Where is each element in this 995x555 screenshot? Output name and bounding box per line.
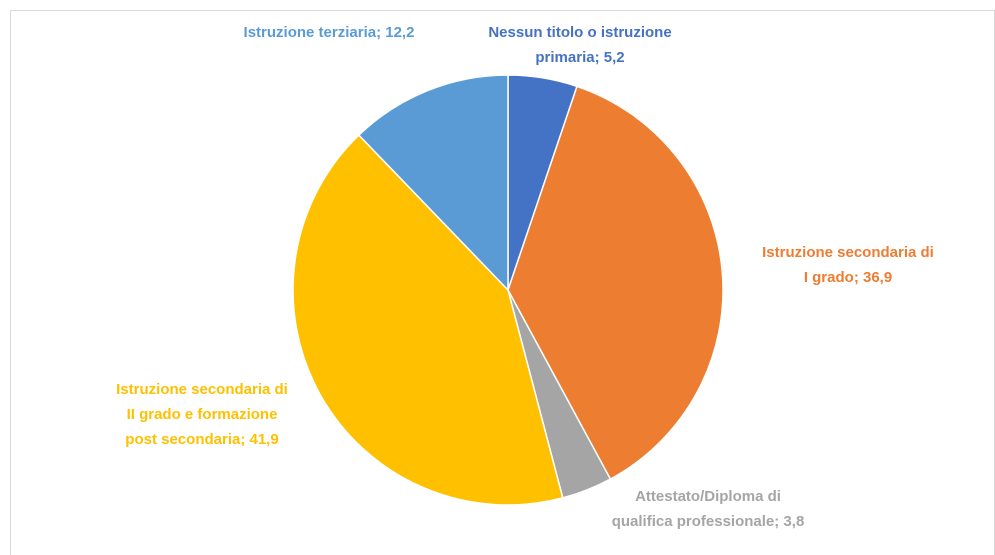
pie-slice [357, 74, 509, 292]
pie-slice [292, 134, 564, 506]
data-label: Nessun titolo o istruzione primaria; 5,2 [488, 24, 672, 66]
pie-slice [507, 85, 724, 481]
data-label: Attestato/Diploma di qualifica professio… [611, 488, 805, 530]
data-label: Istruzione secondaria di II grado e form… [116, 381, 288, 448]
data-label: Istruzione terziaria; 12,2 [243, 24, 415, 41]
data-label: Istruzione secondaria di I grado; 36,9 [762, 244, 934, 286]
